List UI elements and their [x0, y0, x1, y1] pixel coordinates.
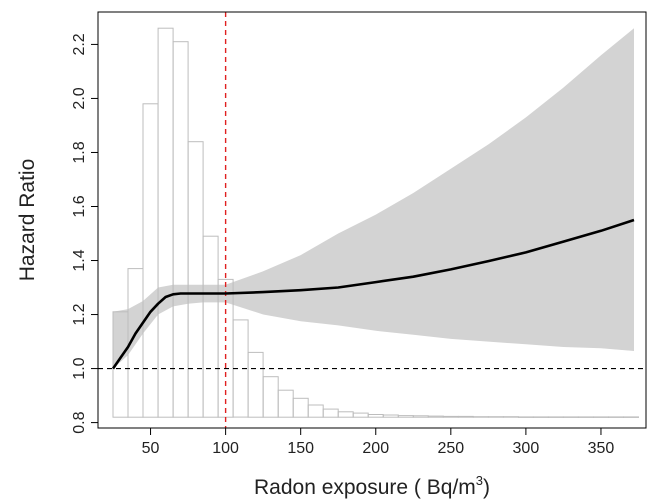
x-tick-label: 50 — [142, 440, 160, 457]
x-axis-label: Radon exposure ( Bq/m3) — [254, 473, 490, 499]
histogram-bar — [142, 103, 159, 418]
plot-frame — [97, 11, 647, 429]
hazard-ratio-curve — [111, 218, 635, 370]
y-tick-label: 2.0 — [71, 87, 88, 109]
x-axis-label-text: Radon exposure ( Bq/m — [254, 476, 476, 499]
x-tick-label: 100 — [212, 440, 239, 457]
histogram-bar — [172, 41, 189, 418]
y-tick-label: 1.8 — [71, 141, 88, 163]
axes: 50 100 150 200 250 300 350 0.8 1.0 1.2 1.4 1.6 1.8 2.… — [71, 11, 647, 457]
histogram-bar — [352, 412, 369, 418]
histogram-bar — [187, 141, 204, 418]
histogram-bar — [487, 416, 504, 418]
histogram-bar — [322, 408, 339, 418]
histogram-bar — [457, 415, 474, 418]
histogram-bar — [623, 416, 639, 418]
y-tick-label: 1.0 — [71, 357, 88, 379]
histogram-bar — [502, 416, 519, 418]
x-tick-label: 250 — [437, 440, 464, 457]
y-tick-label: 1.6 — [71, 195, 88, 217]
histogram-bar — [262, 376, 279, 418]
histogram-bar — [427, 415, 444, 418]
y-tick-label: 0.8 — [71, 411, 88, 433]
histogram-bar — [472, 416, 489, 418]
histogram-bar — [442, 415, 459, 418]
histogram-bar — [202, 235, 219, 418]
histogram-bar — [608, 416, 624, 418]
histogram-bar — [562, 416, 579, 418]
histogram-bar — [412, 415, 429, 418]
histogram-bar — [547, 416, 564, 418]
histogram-bar — [517, 416, 534, 418]
x-axis-label-superscript: 3 — [476, 473, 483, 488]
histogram-bar — [277, 389, 294, 418]
y-tick-label: 1.2 — [71, 303, 88, 325]
x-axis-label-close: ) — [483, 476, 490, 499]
histogram-bar — [157, 27, 174, 418]
x-tick-label: 150 — [287, 440, 314, 457]
confidence-band — [113, 28, 634, 369]
y-tick-label: 1.4 — [71, 249, 88, 271]
y-tick-label: 2.2 — [71, 33, 88, 55]
x-tick-label: 300 — [513, 440, 540, 457]
plot-area — [98, 12, 646, 428]
histogram-bar — [382, 414, 399, 418]
histogram-bar — [532, 416, 549, 418]
histogram-bar — [307, 404, 324, 418]
x-tick-label: 200 — [362, 440, 389, 457]
histogram-bar — [247, 351, 264, 418]
histogram-bar — [593, 416, 609, 418]
histogram-bar — [397, 415, 414, 418]
y-axis-label: Hazard Ratio — [16, 159, 39, 282]
x-tick-label: 350 — [588, 440, 615, 457]
histogram-bar — [577, 416, 594, 418]
histogram-bar — [367, 414, 384, 418]
histogram-bar — [292, 397, 309, 418]
histogram-bar — [337, 411, 354, 418]
